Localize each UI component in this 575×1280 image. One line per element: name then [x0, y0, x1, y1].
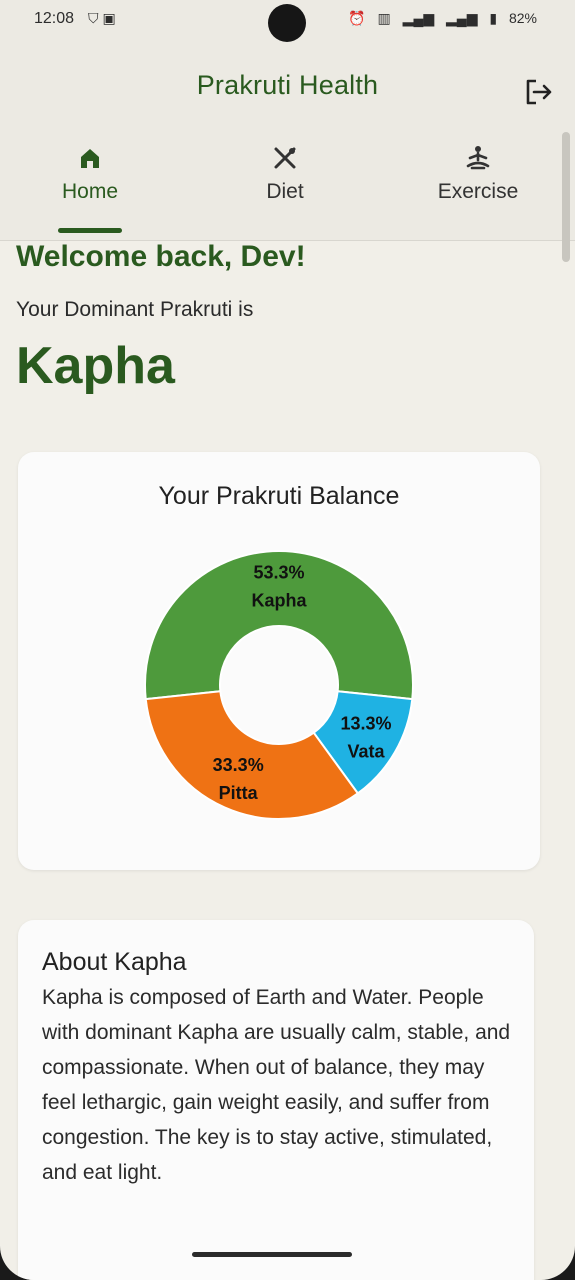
prakruti-donut-chart: 53.3% Kapha 13.3% Vata 33.3% Pitta: [144, 550, 414, 820]
chart-title: Your Prakruti Balance: [158, 482, 400, 510]
active-tab-indicator: [58, 228, 122, 233]
meditation-icon: [466, 146, 490, 170]
tab-exercise-label: Exercise: [437, 180, 519, 203]
slice-vata-percent: 13.3%: [341, 713, 392, 733]
shield-icon: ⛉: [88, 10, 103, 26]
slice-pitta-percent: 33.3%: [213, 755, 264, 775]
status-time: 12:08: [34, 10, 75, 27]
home-icon: [81, 149, 99, 168]
about-body: Kapha is composed of Earth and Water. Pe…: [42, 986, 511, 1184]
slice-kapha-percent: 53.3%: [253, 563, 304, 583]
signal-icon: ▂▄▆: [402, 10, 435, 26]
facebook-icon: ▣: [102, 10, 120, 26]
slice-pitta: [144, 690, 360, 820]
battery-level: 82%: [508, 10, 537, 26]
volte-icon: ▥: [377, 10, 391, 26]
signal-icon: ▂▄▆: [446, 10, 478, 26]
fork-knife-icon: [274, 147, 296, 169]
prakruti-balance-card: Your Prakruti Balance 53.3% Kapha 13.3% Vat…: [18, 452, 540, 870]
status-bar: 12:08 ⛉▣ ⏰ ▥ ▂▄▆ ▂▄▆ ▮ 82%: [0, 0, 575, 46]
slice-pitta-label: Pitta: [219, 783, 259, 803]
welcome-heading: Welcome back, Dev!: [16, 240, 306, 273]
tab-home-label: Home: [61, 180, 119, 203]
slice-kapha-label: Kapha: [251, 591, 307, 611]
alarm-icon: ⏰: [348, 10, 366, 26]
slice-kapha: [144, 550, 414, 701]
about-card: About Kapha Kapha is composed of Earth a…: [18, 920, 534, 1280]
tab-exercise[interactable]: Exercise: [403, 144, 553, 204]
app-title: Prakruti Health: [196, 70, 379, 100]
front-camera: [268, 4, 306, 42]
tab-diet[interactable]: Diet: [210, 144, 360, 204]
app-bar: Prakruti Health: [0, 46, 575, 130]
about-title: About Kapha: [42, 948, 187, 976]
tab-home[interactable]: Home: [15, 144, 165, 204]
status-left-icons: ⛉▣: [88, 10, 120, 27]
battery-icon: ▮: [489, 10, 498, 26]
slice-vata-label: Vata: [348, 741, 386, 761]
home-indicator[interactable]: [192, 1252, 352, 1257]
scrollbar[interactable]: [562, 132, 570, 262]
tab-diet-label: Diet: [266, 180, 304, 203]
tab-bar: Home Diet Exercise: [0, 130, 575, 241]
status-right-icons: ⏰ ▥ ▂▄▆ ▂▄▆ ▮ 82%: [340, 10, 537, 27]
logout-icon[interactable]: [522, 76, 554, 108]
dominant-prakruti-value: Kapha: [16, 337, 175, 395]
dominant-prakruti-label: Your Dominant Prakruti is: [16, 298, 254, 321]
